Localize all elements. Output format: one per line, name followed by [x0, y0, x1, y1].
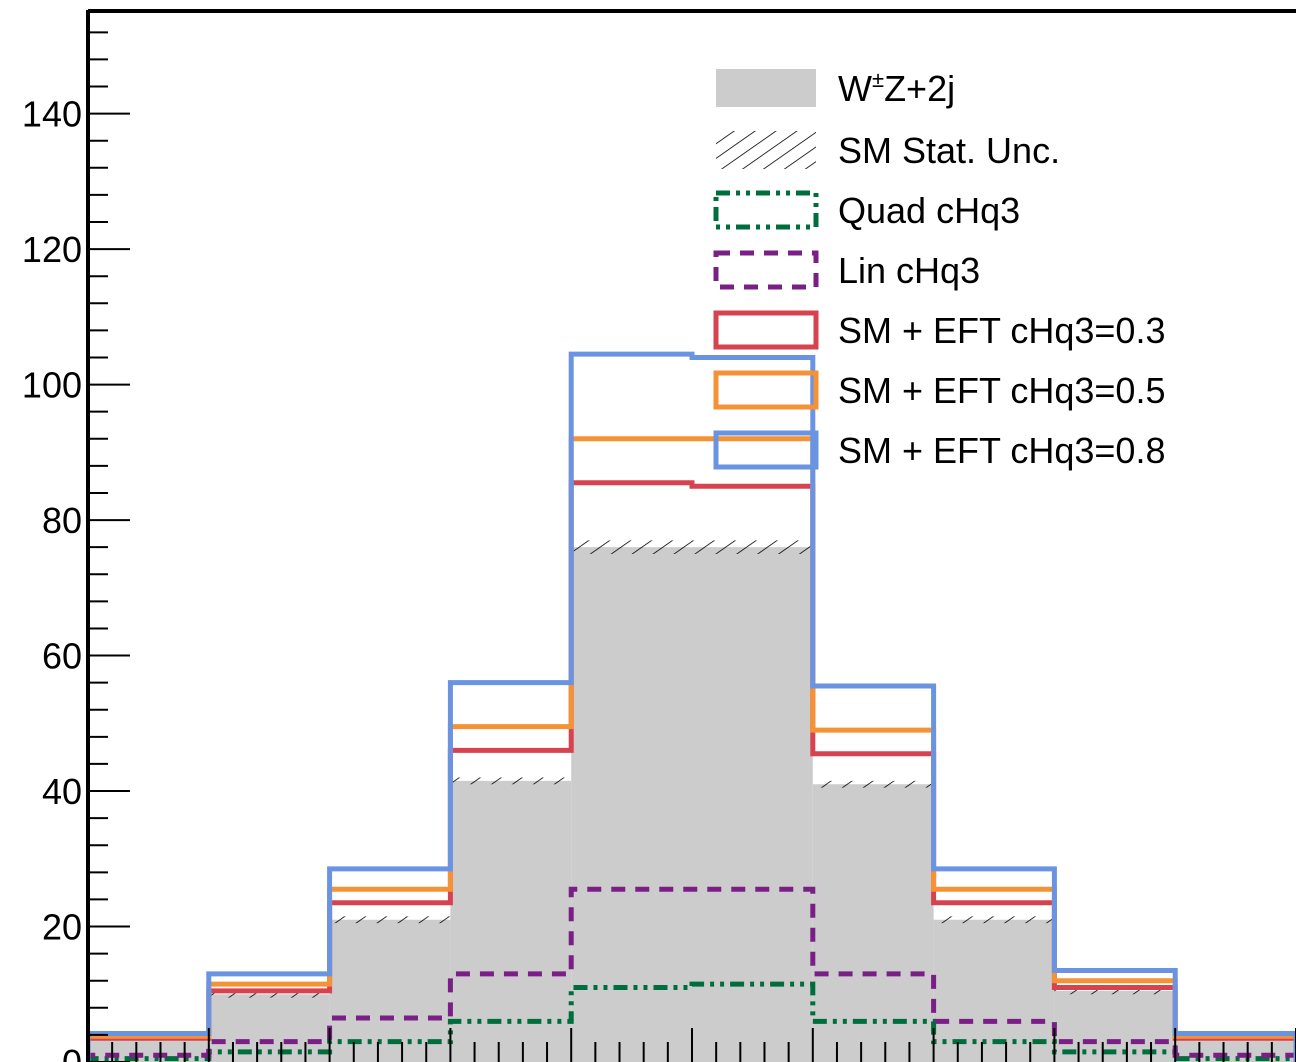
y-tick-label: 80 — [42, 500, 82, 541]
legend-swatch-w-z-2j — [716, 69, 816, 107]
stat-unc-band-1 — [208, 990, 330, 998]
legend-label-lin-chq3: Lin cHq3 — [838, 250, 980, 291]
stat-unc-band-5 — [692, 540, 813, 554]
legend-label-w-z-2j: W±Z+2j — [838, 67, 955, 109]
sm-bar-6 — [812, 784, 934, 1062]
stat-unc-band-3 — [450, 777, 572, 785]
sm-bar-5 — [692, 547, 813, 1062]
series-line-lin-chq3 — [88, 886, 1296, 1062]
legend-swatch-sm-eft-chq3-0-5 — [713, 370, 819, 410]
series-line-quad-chq3 — [88, 981, 1296, 1062]
sm-bar-2 — [329, 919, 451, 1062]
series-line-sm-eft-chq3-0-5 — [88, 436, 1296, 1062]
legend-label-sm-stat-unc-: SM Stat. Unc. — [838, 130, 1060, 171]
stat-unc-band-2 — [329, 916, 451, 924]
stat-unc-band-7 — [933, 916, 1055, 924]
sm-bar-7 — [933, 919, 1055, 1062]
legend-swatch-sm-eft-chq3-0-3 — [713, 310, 819, 350]
legend-swatch-sm-stat-unc- — [716, 131, 816, 169]
y-tick-label: 140 — [22, 94, 82, 135]
legend-label-sm-eft-chq3-0-5: SM + EFT cHq3=0.5 — [838, 370, 1165, 411]
y-tick-label: 20 — [42, 907, 82, 948]
sm-bar-4 — [571, 547, 692, 1062]
legend-swatch-quad-chq3 — [713, 190, 819, 230]
legend-swatch-sm-eft-chq3-0-8 — [713, 430, 819, 470]
stat-unc-band-4 — [571, 540, 692, 554]
y-tick-label: 60 — [42, 636, 82, 677]
y-tick-label: 40 — [42, 771, 82, 812]
y-tick-label: 120 — [22, 229, 82, 270]
legend: W±Z+2j SM Stat. Unc. Quad cHq3 Lin cHq3 SM +… — [713, 67, 1165, 471]
series-line-sm-eft-chq3-0-8 — [88, 351, 1296, 1062]
stat-unc-band-6 — [812, 780, 934, 788]
legend-label-sm-eft-chq3-0-8: SM + EFT cHq3=0.8 — [838, 430, 1165, 471]
legend-label-quad-chq3: Quad cHq3 — [838, 190, 1020, 231]
stat-unc-band-8 — [1054, 987, 1176, 995]
legend-swatch-lin-chq3 — [713, 250, 819, 290]
legend-label-sm-eft-chq3-0-3: SM + EFT cHq3=0.3 — [838, 310, 1165, 351]
y-tick-label: 100 — [22, 365, 82, 406]
y-tick-label: 0 — [62, 1042, 82, 1062]
series-line-sm-eft-chq3-0-3 — [88, 480, 1296, 1062]
sm-bar-3 — [450, 780, 572, 1062]
